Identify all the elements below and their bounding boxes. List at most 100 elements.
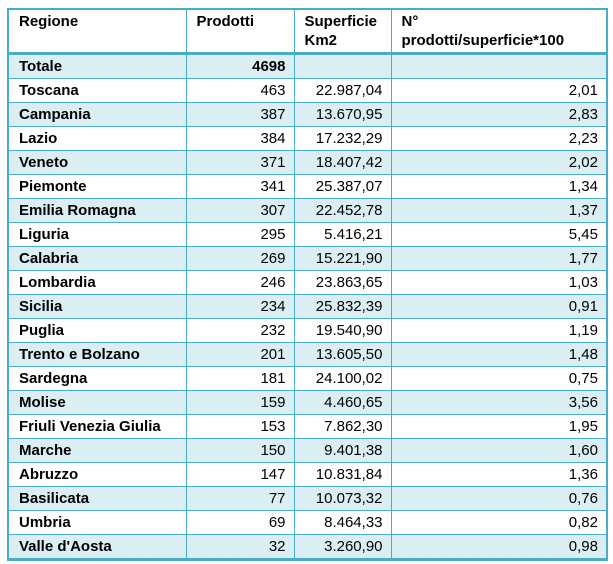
cell-prodotti: 147 [185,462,295,487]
table-row: Sardegna 181 24.100,02 0,75 [7,366,608,391]
cell-prodotti: 246 [185,270,295,295]
cell-ratio: 3,56 [390,390,608,415]
cell-prodotti: 150 [185,438,295,463]
cell-superficie: 24.100,02 [293,366,392,391]
table-row: Lazio 384 17.232,29 2,23 [7,126,608,151]
cell-prodotti: 232 [185,318,295,343]
cell-regione: Liguria [7,222,187,247]
cell-superficie: 17.232,29 [293,126,392,151]
cell-prodotti: 463 [185,78,295,103]
cell-ratio: 1,36 [390,462,608,487]
cell-prodotti: 307 [185,198,295,223]
cell-superficie: 25.832,39 [293,294,392,319]
cell-ratio: 1,48 [390,342,608,367]
cell-superficie: 4.460,65 [293,390,392,415]
table-row: Umbria 69 8.464,33 0,82 [7,510,608,535]
cell-superficie: 19.540,90 [293,318,392,343]
cell-regione: Valle d'Aosta [7,534,187,561]
table-row: Totale 4698 [7,53,608,79]
cell-ratio: 1,95 [390,414,608,439]
col-header-ratio: N° prodotti/superficie*100 [390,8,608,55]
cell-superficie: 22.452,78 [293,198,392,223]
cell-superficie: 10.073,32 [293,486,392,511]
cell-ratio: 0,76 [390,486,608,511]
col-header-prodotti: Prodotti [185,8,295,55]
cell-prodotti: 69 [185,510,295,535]
cell-ratio: 0,75 [390,366,608,391]
cell-ratio: 2,23 [390,126,608,151]
cell-superficie: 8.464,33 [293,510,392,535]
col-header-superficie: Superficie Km2 [293,8,392,55]
table-row: Campania 387 13.670,95 2,83 [7,102,608,127]
cell-prodotti: 387 [185,102,295,127]
table-row: Marche 150 9.401,38 1,60 [7,438,608,463]
cell-regione: Sicilia [7,294,187,319]
cell-prodotti: 234 [185,294,295,319]
table-row: Puglia 232 19.540,90 1,19 [7,318,608,343]
cell-ratio: 2,02 [390,150,608,175]
cell-regione: Marche [7,438,187,463]
cell-ratio: 1,34 [390,174,608,199]
cell-regione: Lazio [7,126,187,151]
table-row: Piemonte 341 25.387,07 1,34 [7,174,608,199]
table-header: Regione Prodotti Superficie Km2 N° prodo… [7,8,608,55]
cell-ratio: 0,82 [390,510,608,535]
cell-prodotti: 4698 [185,53,295,79]
table-row: Sicilia 234 25.832,39 0,91 [7,294,608,319]
cell-regione: Veneto [7,150,187,175]
col-header-regione: Regione [7,8,187,55]
cell-regione: Calabria [7,246,187,271]
cell-ratio: 5,45 [390,222,608,247]
cell-regione: Trento e Bolzano [7,342,187,367]
table-row: Veneto 371 18.407,42 2,02 [7,150,608,175]
cell-prodotti: 341 [185,174,295,199]
table-row: Calabria 269 15.221,90 1,77 [7,246,608,271]
cell-ratio [390,53,608,79]
cell-prodotti: 181 [185,366,295,391]
cell-superficie [293,53,392,79]
cell-superficie: 10.831,84 [293,462,392,487]
cell-superficie: 5.416,21 [293,222,392,247]
cell-superficie: 15.221,90 [293,246,392,271]
cell-regione: Totale [7,53,187,79]
cell-prodotti: 295 [185,222,295,247]
cell-regione: Friuli Venezia Giulia [7,414,187,439]
cell-ratio: 0,98 [390,534,608,561]
table-row: Valle d'Aosta 32 3.260,90 0,98 [7,534,608,561]
cell-prodotti: 77 [185,486,295,511]
cell-regione: Puglia [7,318,187,343]
cell-ratio: 1,60 [390,438,608,463]
table-row: Toscana 463 22.987,04 2,01 [7,78,608,103]
table-row: Emilia Romagna 307 22.452,78 1,37 [7,198,608,223]
regions-products-table: Regione Prodotti Superficie Km2 N° prodo… [7,8,608,561]
table-row: Molise 159 4.460,65 3,56 [7,390,608,415]
cell-ratio: 2,83 [390,102,608,127]
cell-superficie: 25.387,07 [293,174,392,199]
cell-superficie: 13.605,50 [293,342,392,367]
header-row: Regione Prodotti Superficie Km2 N° prodo… [7,8,608,55]
table-row: Abruzzo 147 10.831,84 1,36 [7,462,608,487]
cell-ratio: 1,77 [390,246,608,271]
cell-regione: Campania [7,102,187,127]
cell-prodotti: 371 [185,150,295,175]
cell-ratio: 0,91 [390,294,608,319]
cell-superficie: 13.670,95 [293,102,392,127]
cell-regione: Piemonte [7,174,187,199]
cell-regione: Lombardia [7,270,187,295]
table-row: Friuli Venezia Giulia 153 7.862,30 1,95 [7,414,608,439]
cell-superficie: 18.407,42 [293,150,392,175]
table-row: Basilicata 77 10.073,32 0,76 [7,486,608,511]
cell-ratio: 1,19 [390,318,608,343]
cell-ratio: 2,01 [390,78,608,103]
cell-regione: Basilicata [7,486,187,511]
cell-superficie: 22.987,04 [293,78,392,103]
cell-regione: Molise [7,390,187,415]
cell-regione: Abruzzo [7,462,187,487]
cell-prodotti: 159 [185,390,295,415]
table-row: Lombardia 246 23.863,65 1,03 [7,270,608,295]
cell-prodotti: 153 [185,414,295,439]
cell-prodotti: 269 [185,246,295,271]
cell-regione: Toscana [7,78,187,103]
cell-ratio: 1,37 [390,198,608,223]
cell-prodotti: 32 [185,534,295,561]
